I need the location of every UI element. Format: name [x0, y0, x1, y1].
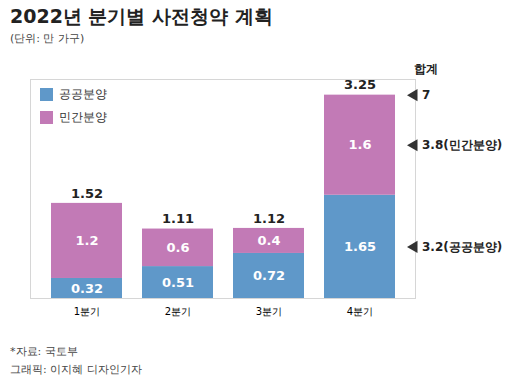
svg-text:3.8(민간분양): 3.8(민간분양) — [422, 138, 502, 152]
html-text:2022년 분기별 사전청약 계획: 2022년 분기별 사전청약 계획 — [10, 5, 273, 27]
svg-text:0.72: 0.72 — [253, 268, 285, 283]
svg-text:1.12: 1.12 — [253, 211, 285, 226]
svg-text:1분기: 1분기 — [74, 306, 100, 317]
svg-text:1.6: 1.6 — [348, 137, 371, 152]
svg-text:1.52: 1.52 — [71, 186, 103, 201]
svg-text:합계: 합계 — [414, 62, 438, 76]
svg-text:2분기: 2분기 — [165, 306, 191, 317]
svg-text:0.6: 0.6 — [166, 240, 189, 255]
svg-text:1.11: 1.11 — [162, 211, 194, 226]
svg-text:0.51: 0.51 — [162, 275, 194, 290]
svg-text:7: 7 — [422, 88, 430, 102]
svg-text:1.2: 1.2 — [75, 233, 98, 248]
svg-text:0.4: 0.4 — [257, 233, 280, 248]
html-text:공공분양: 공공분양 — [59, 87, 107, 101]
svg-text:1.65: 1.65 — [344, 239, 376, 254]
svg-text:3.2(공공분양): 3.2(공공분양) — [422, 240, 502, 254]
svg-text:3.25: 3.25 — [344, 77, 376, 92]
html-text:(단위: 만 가구): (단위: 만 가구) — [10, 32, 85, 45]
html-text:민간분양: 민간분양 — [59, 110, 107, 124]
svg-text:0.32: 0.32 — [71, 281, 103, 296]
svg-text:3분기: 3분기 — [256, 306, 282, 317]
html-text:*자료: 국토부: *자료: 국토부 — [10, 345, 78, 358]
svg-text:4분기: 4분기 — [347, 306, 373, 317]
html-text:그래픽: 이지혜 디자인기자: 그래픽: 이지혜 디자인기자 — [10, 363, 142, 376]
